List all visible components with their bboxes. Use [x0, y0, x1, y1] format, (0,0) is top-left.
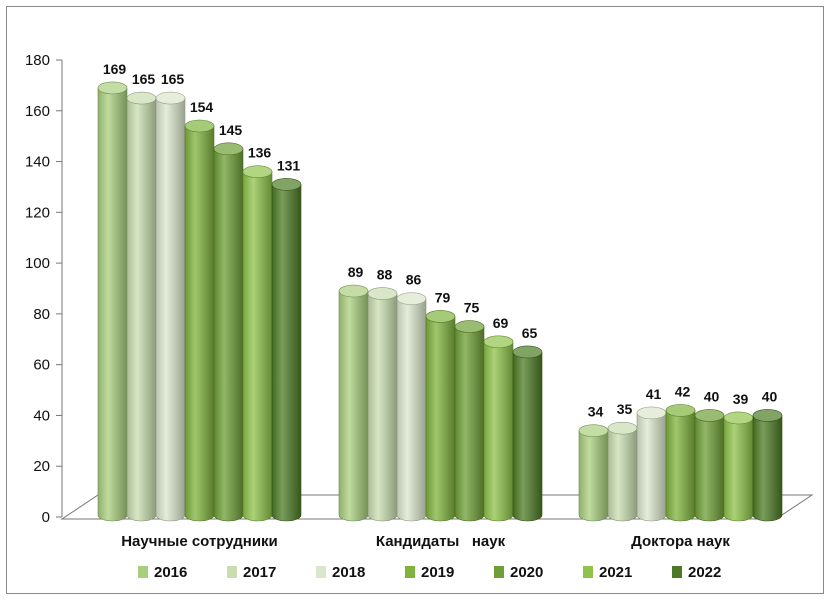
bar: [694, 409, 725, 522]
legend-label: 2020: [510, 564, 543, 581]
bar: [752, 409, 783, 522]
y-tick-label: 100: [25, 255, 50, 272]
category-label: Кандидаты наук: [376, 533, 506, 550]
y-tick-label: 0: [42, 509, 50, 526]
legend-swatch: [494, 566, 504, 578]
data-label: 165: [161, 71, 185, 87]
bar: [454, 320, 485, 522]
bar: [271, 178, 302, 522]
legend-item: 2022: [672, 564, 721, 581]
bar: [338, 284, 369, 522]
legend-label: 2019: [421, 564, 454, 581]
data-label: 41: [646, 386, 662, 402]
legend-item: 2019: [405, 564, 454, 581]
data-label: 86: [406, 272, 422, 288]
legend-item: 2018: [316, 564, 365, 581]
bar: [396, 292, 427, 522]
bar: [213, 142, 244, 522]
bar: [512, 345, 543, 522]
bar: [242, 165, 273, 522]
bar: [126, 91, 157, 522]
bar: [723, 411, 754, 522]
data-label: 169: [103, 61, 127, 77]
category-label: Доктора наук: [631, 533, 730, 550]
data-label: 75: [464, 300, 480, 316]
bar: [665, 404, 696, 522]
data-label: 89: [348, 264, 364, 280]
category-labels: Научные сотрудники Кандидаты наук Доктора …: [121, 533, 730, 550]
legend-item: 2021: [583, 564, 632, 581]
category-label: Научные сотрудники: [121, 533, 278, 550]
y-tick-label: 160: [25, 103, 50, 120]
bar: [578, 424, 609, 522]
legend: 2016 2017 2018 2019 2020 2021 2022: [138, 564, 721, 581]
data-label: 136: [248, 145, 272, 161]
data-label: 34: [588, 404, 604, 420]
data-label: 40: [762, 388, 778, 404]
bar: [483, 335, 514, 522]
y-axis: 0 20 40 60 80 100 120 140 160 180: [25, 52, 63, 526]
bar: [155, 91, 186, 522]
y-tick-label: 120: [25, 204, 50, 221]
data-label: 88: [377, 267, 393, 283]
y-tick-label: 140: [25, 154, 50, 171]
legend-swatch: [672, 566, 682, 578]
bar: [636, 406, 667, 522]
y-tick-label: 180: [25, 52, 50, 69]
data-label: 65: [522, 325, 538, 341]
data-label: 131: [277, 157, 301, 173]
data-label: 69: [493, 315, 509, 331]
bar: [184, 119, 215, 522]
bar: [367, 287, 398, 522]
legend-swatch: [138, 566, 148, 578]
legend-swatch: [316, 566, 326, 578]
legend-label: 2021: [599, 564, 632, 581]
data-label: 145: [219, 122, 243, 138]
data-label: 165: [132, 71, 156, 87]
legend-swatch: [583, 566, 593, 578]
legend-swatch: [405, 566, 415, 578]
legend-label: 2017: [243, 564, 276, 581]
data-label: 39: [733, 391, 749, 407]
legend-label: 2022: [688, 564, 721, 581]
legend-label: 2018: [332, 564, 365, 581]
y-tick-label: 20: [33, 458, 50, 475]
data-labels: 169 165 165 154 145 136 131 89 88 86 79 75 69 65 34 35 4…: [103, 61, 778, 420]
legend-item: 2016: [138, 564, 187, 581]
data-label: 40: [704, 388, 720, 404]
y-tick-label: 60: [33, 357, 50, 374]
bar: [425, 310, 456, 522]
y-tick-label: 80: [33, 306, 50, 323]
data-label: 79: [435, 289, 451, 305]
legend-swatch: [227, 566, 237, 578]
legend-label: 2016: [154, 564, 187, 581]
legend-item: 2020: [494, 564, 543, 581]
bar: [97, 81, 128, 522]
bar: [607, 421, 638, 522]
data-label: 35: [617, 401, 633, 417]
y-tick-label: 40: [33, 407, 50, 424]
legend-item: 2017: [227, 564, 276, 581]
data-label: 154: [190, 99, 214, 115]
data-label: 42: [675, 383, 691, 399]
bars: [97, 81, 783, 522]
